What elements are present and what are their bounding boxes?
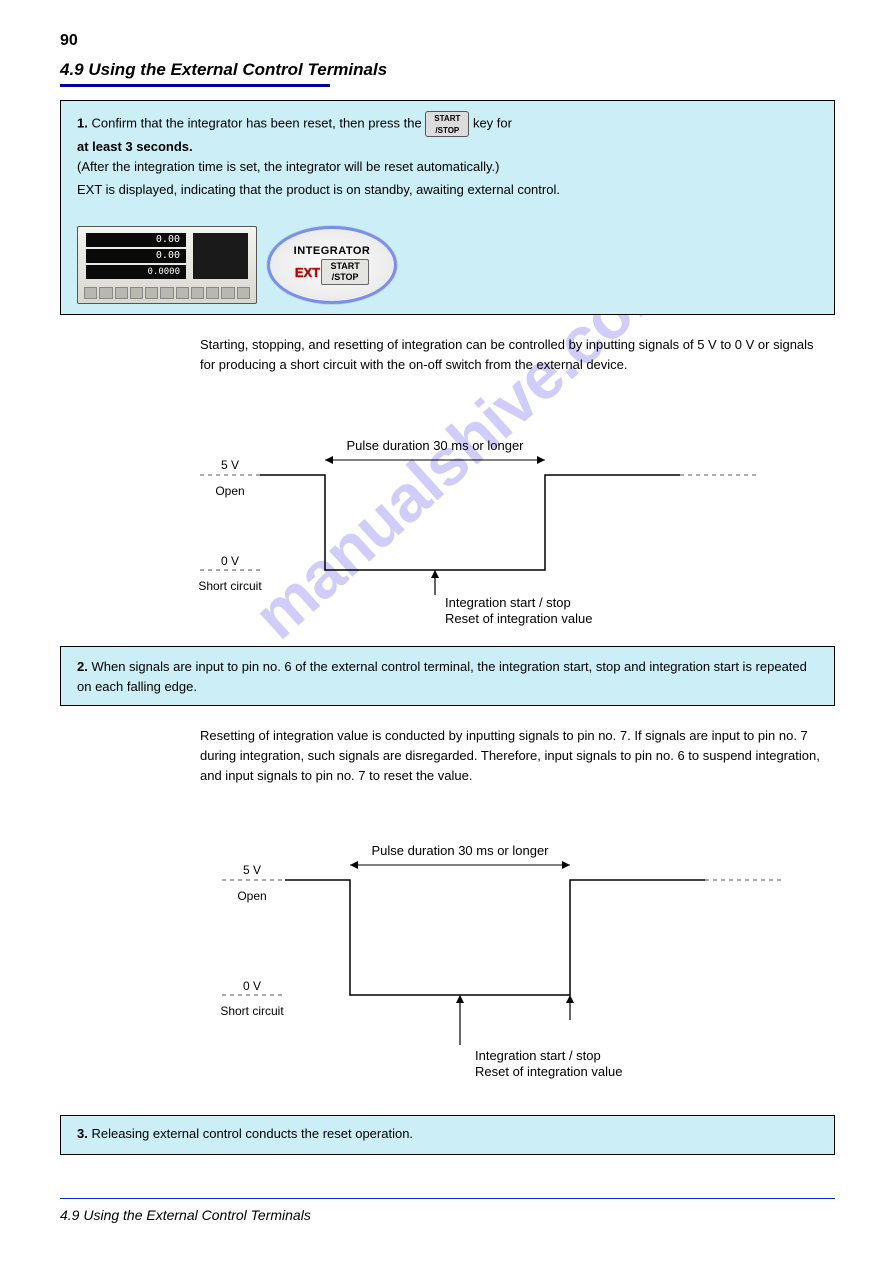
- key-label-bottom: /STOP: [435, 126, 459, 135]
- device-readout-3: 0.0000: [86, 265, 186, 279]
- page-number: 90: [60, 32, 78, 50]
- step-3-number: 3.: [77, 1126, 88, 1141]
- d1-open-label: Open: [215, 484, 244, 498]
- d2-top-label: Pulse duration 30 ms or longer: [371, 843, 549, 858]
- d2-arrow-left-icon: [350, 861, 358, 869]
- body-text-2: Resetting of integration value is conduc…: [200, 726, 830, 786]
- device-readout-1: 0.00: [86, 233, 186, 247]
- step-2-text: When signals are input to pin no. 6 of t…: [77, 659, 807, 694]
- step-1-note: (After the integration time is set, the …: [77, 159, 818, 174]
- step-1-text-b: key for: [473, 115, 512, 130]
- step-1-number: 1.: [77, 115, 88, 130]
- device-illustration: 0.00 0.00 0.0000 INTEGRATOR EXT START /S…: [77, 226, 397, 304]
- d2-tick1-arrow-icon: [456, 995, 464, 1003]
- integrator-badge: INTEGRATOR EXT START /STOP: [267, 226, 397, 304]
- d2-short-label: Short circuit: [220, 1004, 284, 1018]
- d1-short-label: Short circuit: [198, 579, 262, 593]
- d2-open-label: Open: [237, 889, 266, 903]
- step-1-result: EXT is displayed, indicating that the pr…: [77, 182, 818, 197]
- d1-top-label: Pulse duration 30 ms or longer: [346, 438, 524, 453]
- device-right-panel: [193, 233, 248, 279]
- start-stop-key-icon: START /STOP: [425, 111, 469, 137]
- d2-bottom-line1: Integration start / stop: [475, 1048, 601, 1063]
- badge-btn-bottom: /STOP: [332, 272, 359, 282]
- badge-start-stop-button: START /STOP: [321, 259, 369, 285]
- badge-title: INTEGRATOR: [294, 245, 371, 257]
- d1-tick-arrow-icon: [431, 570, 439, 578]
- key-label-top: START: [434, 114, 460, 123]
- timing-diagram-1: Pulse duration 30 ms or longer 5 V Open …: [200, 395, 820, 630]
- device-button-row: [84, 287, 250, 299]
- d2-tick2-arrow-icon: [566, 995, 574, 1003]
- badge-btn-top: START: [330, 261, 359, 271]
- step-3-text: Releasing external control conducts the …: [91, 1126, 413, 1141]
- ext-indicator: EXT: [295, 265, 320, 280]
- body-text-1: Starting, stopping, and resetting of int…: [200, 335, 830, 375]
- d2-5v-label: 5 V: [243, 863, 261, 877]
- step-2-panel: 2. When signals are input to pin no. 6 o…: [60, 646, 835, 706]
- d2-bottom-line2: Reset of integration value: [475, 1064, 622, 1079]
- d1-5v-label: 5 V: [221, 458, 239, 472]
- title-underline: [60, 84, 330, 87]
- footer-text: 4.9 Using the External Control Terminals: [60, 1207, 311, 1223]
- footer-rule: [60, 1198, 835, 1199]
- step-1-panel: 1. Confirm that the integrator has been …: [60, 100, 835, 315]
- d1-arrow-right-icon: [537, 456, 545, 464]
- section-title: 4.9 Using the External Control Terminals: [60, 60, 387, 80]
- d1-0v-label: 0 V: [221, 554, 239, 568]
- d1-bottom-line1: Integration start / stop: [445, 595, 571, 610]
- d1-bottom-line2: Reset of integration value: [445, 611, 592, 626]
- step-1-text-c: at least 3 seconds.: [77, 139, 193, 154]
- step-1-text-a: Confirm that the integrator has been res…: [91, 115, 425, 130]
- d1-arrow-left-icon: [325, 456, 333, 464]
- d1-waveform: [260, 475, 680, 570]
- device-readout-2: 0.00: [86, 249, 186, 263]
- timing-diagram-2: Pulse duration 30 ms or longer 5 V Open …: [200, 820, 820, 1090]
- step-2-number: 2.: [77, 659, 88, 674]
- step-1-text: 1. Confirm that the integrator has been …: [77, 111, 818, 157]
- d2-waveform: [285, 880, 705, 995]
- d2-arrow-right-icon: [562, 861, 570, 869]
- d2-0v-label: 0 V: [243, 979, 261, 993]
- step-3-panel: 3. Releasing external control conducts t…: [60, 1115, 835, 1155]
- device-body: 0.00 0.00 0.0000: [77, 226, 257, 304]
